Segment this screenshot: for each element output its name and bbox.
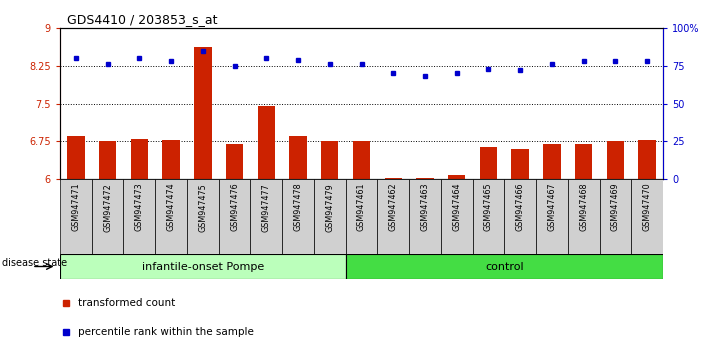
Text: GSM947473: GSM947473 bbox=[135, 183, 144, 232]
Bar bbox=[314, 179, 346, 254]
Text: GSM947466: GSM947466 bbox=[515, 183, 525, 231]
Bar bbox=[60, 179, 92, 254]
Bar bbox=[575, 144, 592, 179]
Bar bbox=[448, 175, 466, 179]
Text: GSM947467: GSM947467 bbox=[547, 183, 557, 232]
Text: GSM947461: GSM947461 bbox=[357, 183, 366, 231]
Bar bbox=[511, 149, 529, 179]
Text: control: control bbox=[485, 262, 523, 272]
Bar bbox=[480, 147, 497, 179]
Bar bbox=[346, 254, 663, 279]
Bar bbox=[250, 179, 282, 254]
Text: GSM947465: GSM947465 bbox=[484, 183, 493, 232]
Text: GSM947476: GSM947476 bbox=[230, 183, 239, 232]
Text: GDS4410 / 203853_s_at: GDS4410 / 203853_s_at bbox=[67, 13, 218, 26]
Bar bbox=[504, 179, 536, 254]
Bar bbox=[416, 178, 434, 179]
Bar bbox=[187, 179, 219, 254]
Bar bbox=[67, 136, 85, 179]
Bar bbox=[226, 144, 243, 179]
Text: GSM947478: GSM947478 bbox=[294, 183, 302, 232]
Text: GSM947474: GSM947474 bbox=[166, 183, 176, 232]
Bar bbox=[631, 179, 663, 254]
Bar bbox=[385, 178, 402, 179]
Text: GSM947471: GSM947471 bbox=[71, 183, 80, 232]
Bar bbox=[99, 141, 117, 179]
Bar bbox=[378, 179, 409, 254]
Text: disease state: disease state bbox=[2, 258, 67, 268]
Text: infantile-onset Pompe: infantile-onset Pompe bbox=[141, 262, 264, 272]
Bar bbox=[131, 139, 148, 179]
Text: GSM947464: GSM947464 bbox=[452, 183, 461, 231]
Text: GSM947475: GSM947475 bbox=[198, 183, 208, 232]
Text: GSM947479: GSM947479 bbox=[325, 183, 334, 232]
Text: GSM947469: GSM947469 bbox=[611, 183, 620, 232]
Bar bbox=[473, 179, 504, 254]
Text: GSM947463: GSM947463 bbox=[420, 183, 429, 231]
Bar bbox=[568, 179, 599, 254]
Text: percentile rank within the sample: percentile rank within the sample bbox=[78, 327, 254, 337]
Bar bbox=[606, 141, 624, 179]
Bar bbox=[162, 140, 180, 179]
Bar bbox=[409, 179, 441, 254]
Bar bbox=[194, 47, 212, 179]
Text: GSM947470: GSM947470 bbox=[643, 183, 652, 232]
Text: GSM947468: GSM947468 bbox=[579, 183, 588, 231]
Bar bbox=[155, 179, 187, 254]
Bar bbox=[124, 179, 155, 254]
Bar bbox=[257, 105, 275, 179]
Bar bbox=[321, 141, 338, 179]
Text: GSM947462: GSM947462 bbox=[389, 183, 397, 232]
Bar bbox=[638, 140, 656, 179]
Bar bbox=[289, 136, 306, 179]
Bar bbox=[346, 179, 378, 254]
Text: transformed count: transformed count bbox=[78, 298, 176, 308]
Bar bbox=[60, 254, 346, 279]
Bar bbox=[92, 179, 124, 254]
Bar bbox=[536, 179, 568, 254]
Bar bbox=[599, 179, 631, 254]
Bar bbox=[543, 144, 561, 179]
Bar bbox=[282, 179, 314, 254]
Bar bbox=[441, 179, 473, 254]
Text: GSM947477: GSM947477 bbox=[262, 183, 271, 232]
Bar bbox=[353, 141, 370, 179]
Bar bbox=[219, 179, 250, 254]
Text: GSM947472: GSM947472 bbox=[103, 183, 112, 232]
